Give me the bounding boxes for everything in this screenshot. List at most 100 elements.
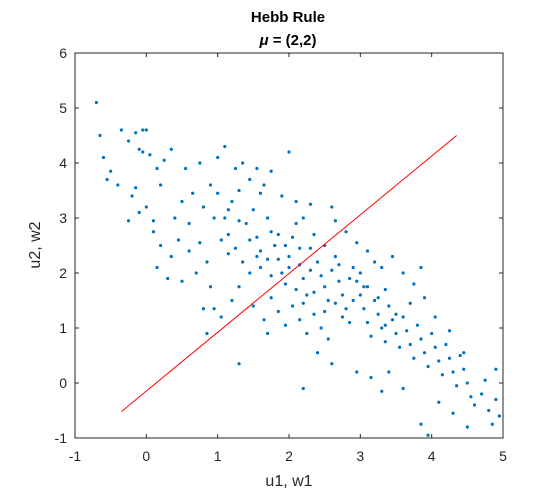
scatter-point xyxy=(223,216,227,220)
x-tick-label: 3 xyxy=(356,448,364,464)
scatter-point xyxy=(258,191,263,195)
y-tick-label: 4 xyxy=(59,155,67,171)
scatter-point xyxy=(251,304,255,308)
scatter-point xyxy=(169,254,173,259)
scatter-point xyxy=(323,285,327,289)
y-tick-label: 5 xyxy=(59,100,67,116)
scatter-point xyxy=(365,320,370,325)
scatter-point xyxy=(351,265,355,270)
scatter-point xyxy=(294,287,298,292)
scatter-point xyxy=(383,287,387,292)
scatter-point xyxy=(383,340,387,344)
scatter-point xyxy=(369,334,373,338)
scatter-point xyxy=(337,279,341,283)
scatter-point xyxy=(394,312,398,316)
scatter-point xyxy=(262,183,266,187)
scatter-point xyxy=(155,166,159,171)
scatter-point xyxy=(237,362,241,366)
scatter-point xyxy=(487,408,491,413)
scatter-point xyxy=(276,257,280,261)
scatter-point xyxy=(276,232,280,237)
scatter-point xyxy=(451,411,455,415)
scatter-point xyxy=(255,166,259,171)
scatter-point xyxy=(159,243,163,248)
scatter-point xyxy=(116,183,120,187)
scatter-point xyxy=(269,230,273,234)
scatter-point xyxy=(137,147,141,151)
scatter-point xyxy=(387,370,391,374)
scatter-point xyxy=(415,323,419,327)
scatter-point xyxy=(137,210,141,215)
y-axis-label: u2, w2 xyxy=(27,221,44,268)
scatter-point xyxy=(333,254,337,259)
scatter-point xyxy=(130,194,134,198)
x-tick-label: 0 xyxy=(142,448,150,464)
scatter-point xyxy=(248,177,252,182)
scatter-point xyxy=(183,166,188,171)
scatter-point xyxy=(397,345,402,349)
y-tick-label: 3 xyxy=(59,210,67,226)
scatter-point xyxy=(305,331,309,336)
scatter-point xyxy=(355,241,359,245)
scatter-point xyxy=(315,260,320,264)
scatter-point xyxy=(212,216,216,220)
scatter-point xyxy=(440,373,444,377)
scatter-point xyxy=(426,433,430,437)
scatter-point xyxy=(469,395,473,399)
scatter-point xyxy=(255,254,259,259)
scatter-point xyxy=(447,329,452,333)
scatter-point xyxy=(226,208,230,212)
scatter-point xyxy=(390,254,395,259)
scatter-point xyxy=(405,329,409,333)
y-tick-label: -1 xyxy=(55,430,68,446)
scatter-point xyxy=(187,249,191,253)
x-tick-label: 2 xyxy=(285,448,293,464)
scatter-point xyxy=(201,205,205,209)
scatter-point xyxy=(301,386,305,391)
scatter-point xyxy=(98,133,102,138)
scatter-point xyxy=(216,191,220,195)
scatter-point xyxy=(419,422,423,426)
scatter-point xyxy=(166,276,170,281)
scatter-point xyxy=(376,312,380,316)
scatter-point xyxy=(198,161,202,165)
scatter-point xyxy=(337,263,341,267)
scatter-point xyxy=(219,238,223,242)
scatter-point xyxy=(151,219,156,223)
scatter-point xyxy=(262,318,266,322)
scatter-point xyxy=(380,326,384,330)
scatter-point xyxy=(344,230,348,234)
chart-subtitle: μ = (2,2) xyxy=(259,32,317,49)
scatter-point xyxy=(119,128,123,132)
scatter-point xyxy=(237,285,241,289)
scatter-point xyxy=(109,169,113,173)
scatter-point xyxy=(383,323,387,327)
scatter-point xyxy=(208,285,213,289)
scatter-point xyxy=(287,265,291,270)
scatter-point xyxy=(326,337,330,341)
scatter-point xyxy=(173,216,177,220)
scatter-point xyxy=(187,221,191,226)
scatter-point xyxy=(455,384,459,388)
scatter-point xyxy=(294,199,298,204)
scatter-point xyxy=(419,337,423,341)
scatter-point xyxy=(205,260,209,264)
scatter-point xyxy=(269,274,273,278)
scatter-point xyxy=(94,100,98,105)
scatter-point xyxy=(465,381,469,385)
scatter-point xyxy=(301,301,305,305)
scatter-point xyxy=(101,155,106,160)
scatter-point xyxy=(266,216,270,220)
scatter-point xyxy=(134,186,138,190)
chart-title: Hebb Rule xyxy=(251,9,325,26)
scatter-point xyxy=(248,271,252,275)
scatter-point xyxy=(390,318,395,322)
scatter-point xyxy=(412,356,416,360)
scatter-point xyxy=(194,271,198,275)
scatter-point xyxy=(273,243,277,248)
scatter-point xyxy=(198,241,202,245)
scatter-point xyxy=(237,188,241,193)
scatter-point xyxy=(134,131,138,135)
scatter-point xyxy=(387,304,391,308)
scatter-point xyxy=(155,265,159,270)
